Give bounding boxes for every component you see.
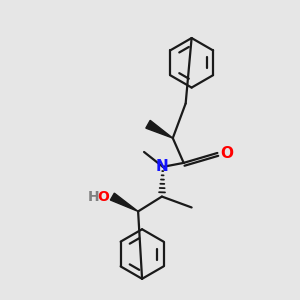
Text: H: H [88, 190, 100, 204]
Text: N: N [155, 159, 168, 174]
Polygon shape [110, 193, 138, 212]
Text: O: O [220, 146, 233, 161]
Text: O: O [98, 190, 110, 204]
Polygon shape [146, 120, 173, 138]
